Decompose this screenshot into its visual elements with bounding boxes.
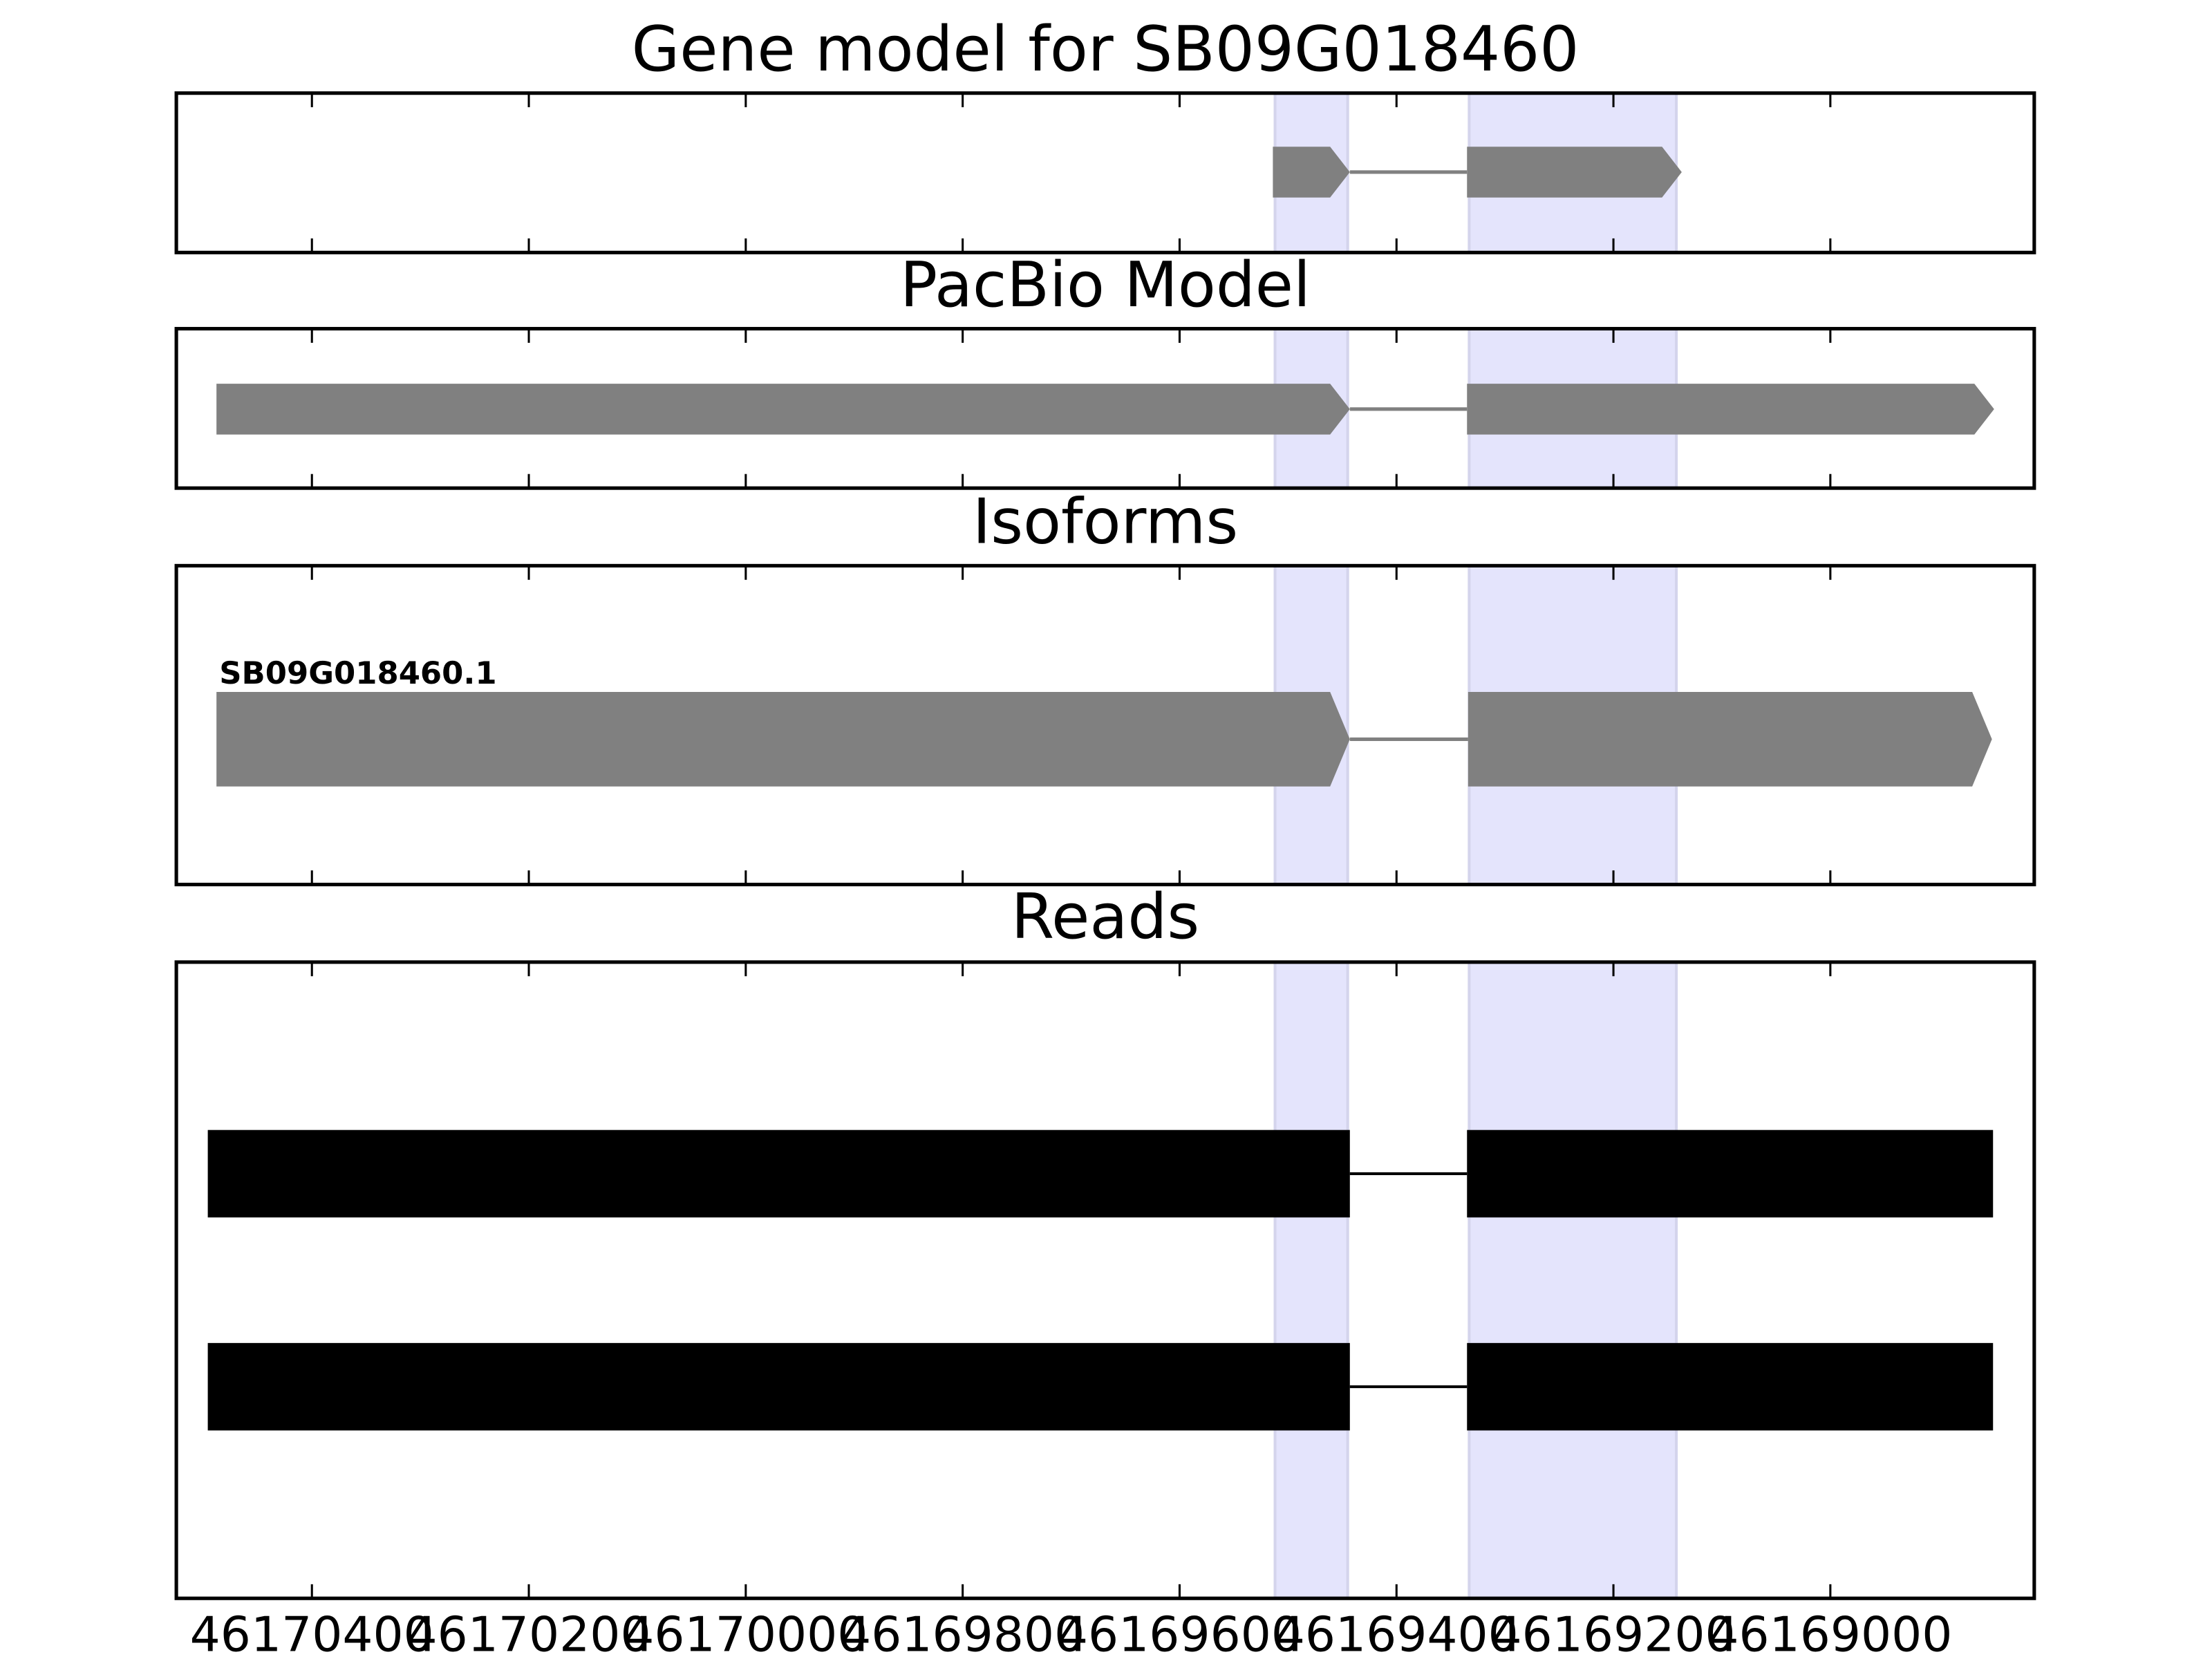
panel-title: Gene model for SB09G018460: [632, 14, 1580, 86]
x-tick-label: 46170400: [190, 1607, 434, 1659]
panel-title: Reads: [1011, 881, 1199, 953]
exon: [207, 1130, 1350, 1218]
x-tick-label: 46170000: [624, 1607, 868, 1659]
exon: [1467, 1130, 1994, 1218]
x-tick-label: 46169200: [1492, 1607, 1736, 1659]
x-tick-label: 46169000: [1708, 1607, 1952, 1659]
feature-label: SB09G018460.1: [219, 655, 496, 691]
x-tick-label: 46169600: [1058, 1607, 1302, 1659]
highlight-region: [1468, 960, 1678, 1600]
exon: [1467, 1342, 1994, 1431]
panel-frame: [174, 91, 2036, 254]
panel-frame: [174, 326, 2036, 490]
x-tick-label: 46170200: [406, 1607, 650, 1659]
exon: [216, 692, 1350, 787]
panel-frame: [174, 960, 2036, 1600]
exon: [216, 384, 1350, 435]
panel-frame: [174, 563, 2036, 887]
x-tick-label: 46169400: [1275, 1607, 1519, 1659]
exon: [1467, 384, 1994, 435]
exon: [1468, 692, 1992, 787]
panel-title: Isoforms: [973, 487, 1238, 559]
panel-title: PacBio Model: [900, 250, 1311, 321]
exon: [1467, 147, 1682, 198]
exon: [1273, 147, 1350, 198]
exon: [207, 1342, 1350, 1431]
highlight-region: [1273, 960, 1349, 1600]
x-tick-label: 46169800: [841, 1607, 1085, 1659]
